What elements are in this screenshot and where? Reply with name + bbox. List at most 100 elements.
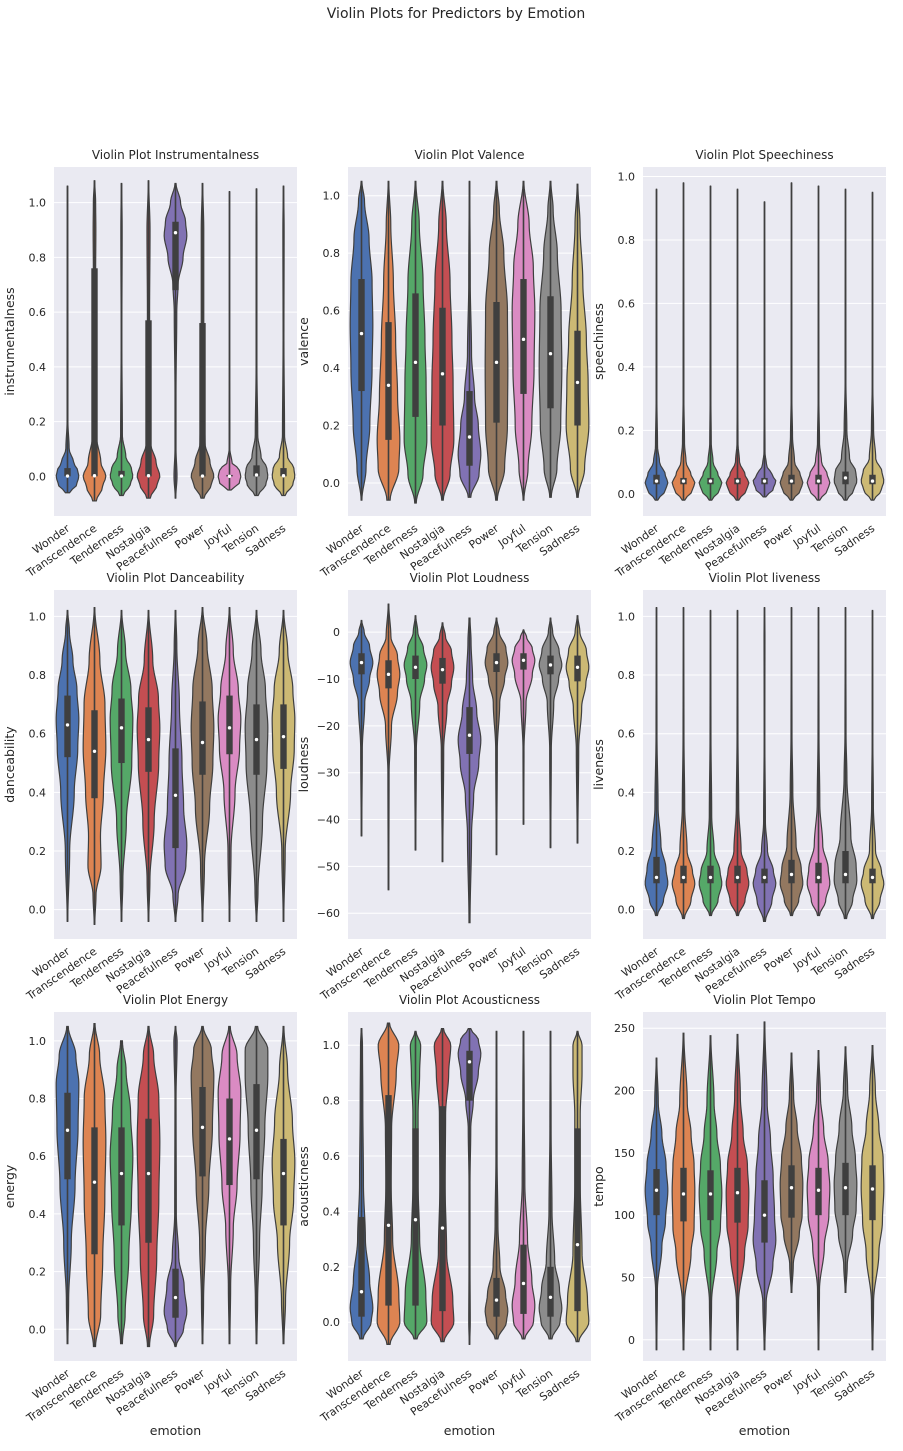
y-tick-label: 0.8 <box>618 669 636 682</box>
median-marker <box>227 474 232 479</box>
median-marker <box>789 479 794 483</box>
median-marker <box>65 1128 70 1132</box>
violins <box>349 180 590 504</box>
iqr-box <box>734 1167 741 1223</box>
y-tick-label: 0.2 <box>29 416 47 429</box>
x-tick-label: Power <box>467 1367 502 1397</box>
y-axis-label: tempo <box>591 1166 606 1206</box>
median-marker <box>654 875 659 880</box>
panel-title: Violin Plot Instrumentalness <box>92 148 259 162</box>
median-marker <box>200 474 205 478</box>
iqr-box <box>199 323 206 477</box>
iqr-box <box>707 865 714 884</box>
median-marker <box>654 479 659 483</box>
y-axis-label: valence <box>296 317 311 366</box>
median-marker <box>386 383 391 388</box>
median-marker <box>65 474 70 478</box>
iqr-box <box>788 859 795 884</box>
median-marker <box>843 476 848 480</box>
iqr-box <box>734 865 741 884</box>
median-marker <box>413 360 418 365</box>
median-marker <box>386 672 391 677</box>
median-marker <box>708 875 713 880</box>
panel-9: 0 50 100 150 200 250 Violin Plot Tempo tempo emo… <box>591 993 886 1438</box>
median-marker <box>708 1192 713 1196</box>
iqr-box <box>653 1169 660 1216</box>
y-tick-label: 0.8 <box>618 234 636 247</box>
median-marker <box>200 740 205 745</box>
panel-8: 0.0 0.2 0.4 0.6 0.8 1.0 Violin Plot Acousticne… <box>296 993 591 1438</box>
y-tick-label: 0.2 <box>29 845 47 858</box>
y-tick-label: 0.0 <box>29 1323 47 1336</box>
iqr-box <box>253 465 260 477</box>
median-marker <box>146 1171 151 1176</box>
y-tick-label: 0.0 <box>618 904 636 917</box>
median-marker <box>200 1125 205 1130</box>
median-marker <box>386 1223 391 1227</box>
median-marker <box>146 737 151 742</box>
iqr-box <box>439 307 446 426</box>
median-marker <box>735 875 740 880</box>
y-tick-label: 0.4 <box>29 361 47 374</box>
violins <box>644 182 885 501</box>
median-marker <box>681 875 686 880</box>
median-marker <box>548 1295 553 1299</box>
panels: 0.0 0.2 0.4 0.6 0.8 1.0 Violin Plot Instrument… <box>2 148 886 1438</box>
median-marker <box>281 474 286 478</box>
median-marker <box>735 1191 740 1195</box>
y-axis-label: loudness <box>296 737 311 793</box>
violins <box>55 607 296 925</box>
iqr-box <box>226 695 233 755</box>
iqr-box <box>869 1165 876 1221</box>
iqr-box <box>520 279 527 394</box>
y-tick-label: −60 <box>317 907 340 920</box>
median-marker <box>359 331 364 336</box>
panel-3: 0.0 0.2 0.4 0.6 0.8 1.0 Violin Plot Speechines… <box>591 148 886 580</box>
y-tick-label: 0.2 <box>29 1266 47 1279</box>
panel-2: 0.0 0.2 0.4 0.6 0.8 1.0 Violin Plot Valence val… <box>296 148 591 580</box>
y-tick-label: 0.8 <box>29 669 47 682</box>
iqr-box <box>466 391 473 466</box>
iqr-box <box>761 1180 768 1243</box>
y-tick-label: 0.0 <box>29 470 47 483</box>
iqr-box <box>91 1127 98 1255</box>
median-marker <box>575 1242 580 1247</box>
median-marker <box>254 737 259 742</box>
median-marker <box>254 1128 259 1132</box>
panel-6: 0.0 0.2 0.4 0.6 0.8 1.0 Violin Plot liveness li… <box>591 571 886 1003</box>
iqr-box <box>547 1266 554 1317</box>
y-tick-label: 50 <box>621 1271 635 1284</box>
y-tick-label: 0.4 <box>29 1208 47 1221</box>
y-tick-label: 100 <box>614 1209 635 1222</box>
y-tick-label: 0.4 <box>618 786 636 799</box>
median-marker <box>281 1171 286 1176</box>
x-axis-label: emotion <box>150 1423 201 1438</box>
median-marker <box>494 360 499 365</box>
iqr-box <box>574 330 581 426</box>
panel-1: 0.0 0.2 0.4 0.6 0.8 1.0 Violin Plot Instrument… <box>2 148 297 580</box>
x-tick-label: Power <box>762 522 797 552</box>
median-marker <box>708 479 713 483</box>
iqr-box <box>385 1095 392 1306</box>
iqr-box <box>466 1050 473 1101</box>
median-marker <box>816 1188 821 1192</box>
median-marker <box>843 872 848 877</box>
y-tick-label: 200 <box>614 1085 635 1098</box>
x-tick-label: Power <box>762 1367 797 1397</box>
y-axis-label: danceability <box>2 726 17 803</box>
iqr-box <box>172 221 179 291</box>
median-marker <box>548 663 553 667</box>
median-marker <box>548 352 553 356</box>
x-tick-label: Power <box>762 945 797 975</box>
iqr-box <box>280 1138 287 1226</box>
y-tick-label: 1.0 <box>618 171 636 184</box>
iqr-box <box>385 322 392 440</box>
y-tick-label: 1.0 <box>618 610 636 623</box>
iqr-box <box>145 1118 152 1243</box>
median-marker <box>789 872 794 877</box>
x-tick-label: Power <box>173 522 208 552</box>
y-tick-label: 0.0 <box>323 477 341 490</box>
panel-4: 0.0 0.2 0.4 0.6 0.8 1.0 Violin Plot Danceabili… <box>2 571 297 1003</box>
iqr-box <box>64 1092 71 1180</box>
median-marker <box>521 658 526 662</box>
